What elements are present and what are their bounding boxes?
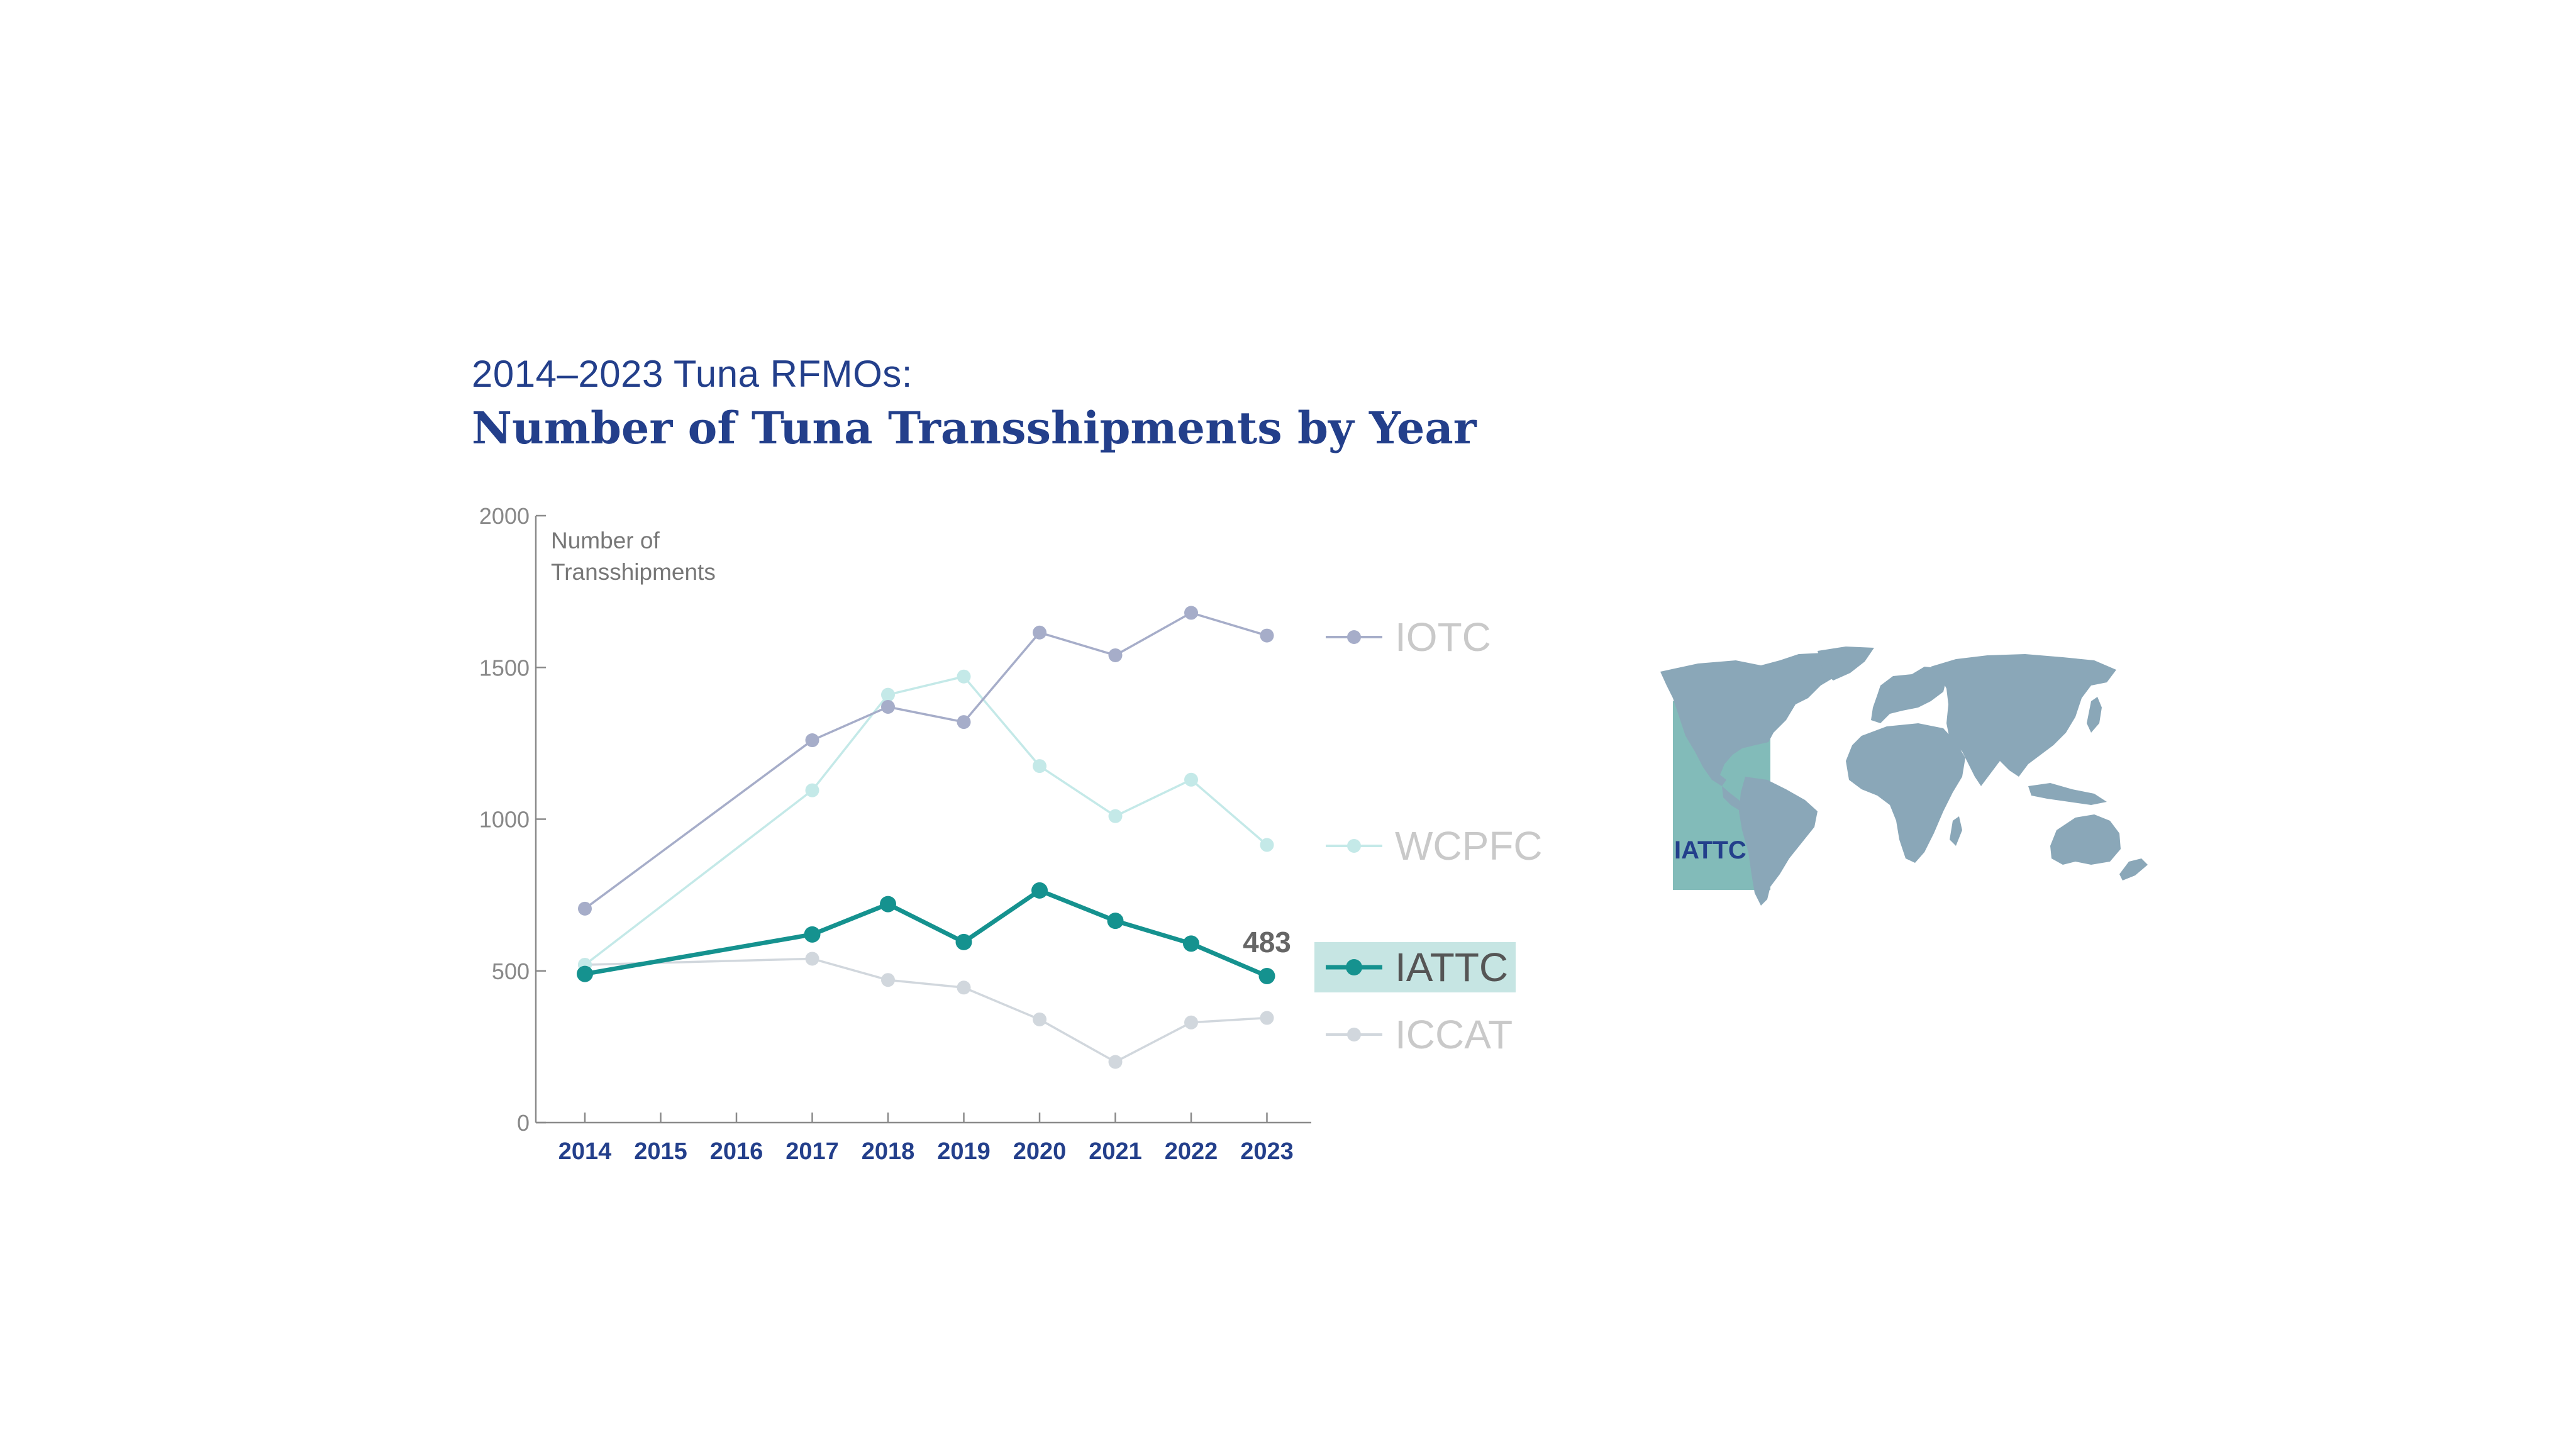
asia-shape bbox=[1931, 654, 2116, 786]
point-iccat-2022 bbox=[1184, 1015, 1198, 1030]
point-iattc-2014 bbox=[577, 965, 593, 982]
australia-shape bbox=[2050, 814, 2121, 865]
point-iccat-2017 bbox=[805, 952, 819, 966]
y-tick-label-0: 0 bbox=[517, 1110, 530, 1136]
x-tick-label-2023: 2023 bbox=[1240, 1138, 1294, 1165]
annotation-label-483: 483 bbox=[1243, 926, 1291, 958]
x-tick-label-2015: 2015 bbox=[634, 1138, 687, 1165]
legend-item-wcpfc: WCPFC bbox=[1326, 823, 1543, 869]
y-tick-label-500: 500 bbox=[492, 958, 530, 984]
point-wcpfc-2023 bbox=[1260, 838, 1274, 852]
x-tick-label-2019: 2019 bbox=[937, 1138, 991, 1165]
point-iotc-2023 bbox=[1260, 628, 1274, 643]
point-iccat-2021 bbox=[1108, 1055, 1123, 1069]
chart-title: Number of Tuna Transshipments by Year bbox=[472, 402, 1477, 454]
europe-shape bbox=[1871, 667, 1946, 723]
x-tick-label-2017: 2017 bbox=[786, 1138, 839, 1165]
point-iattc-2019 bbox=[955, 933, 972, 950]
point-iotc-2022 bbox=[1184, 606, 1198, 620]
africa-shape bbox=[1846, 723, 1965, 863]
chart-axes: 0 500 1000 1500 2000 2014 2015 2016 2017 2018 2019… bbox=[479, 503, 1311, 1165]
y-axis-label-line-2: Transshipments bbox=[551, 559, 716, 585]
point-wcpfc-2022 bbox=[1184, 772, 1198, 787]
point-iattc-2022 bbox=[1183, 935, 1199, 952]
x-tick-label-2018: 2018 bbox=[862, 1138, 915, 1165]
x-tick-label-2016: 2016 bbox=[710, 1138, 763, 1165]
central-america-shape bbox=[1722, 786, 1745, 811]
point-wcpfc-2019 bbox=[957, 669, 971, 684]
legend-marker-wcpfc bbox=[1347, 839, 1361, 853]
point-iotc-2020 bbox=[1033, 625, 1046, 640]
point-iccat-2023 bbox=[1260, 1011, 1274, 1025]
chart-subtitle: 2014–2023 Tuna RFMOs: bbox=[472, 353, 913, 395]
series-line-iattc bbox=[584, 888, 1268, 979]
point-wcpfc-2021 bbox=[1108, 809, 1123, 823]
legend-item-iotc: IOTC bbox=[1326, 614, 1491, 660]
series-line-iotc bbox=[584, 611, 1268, 910]
y-tick-label-1000: 1000 bbox=[479, 807, 530, 833]
chart-series bbox=[577, 606, 1275, 1069]
series-line-iccat bbox=[584, 957, 1267, 1063]
legend-label-iotc: IOTC bbox=[1395, 614, 1491, 660]
point-iccat-2019 bbox=[957, 980, 971, 995]
legend-label-wcpfc: WCPFC bbox=[1395, 823, 1543, 869]
point-iotc-2018 bbox=[881, 699, 895, 714]
new-zealand-shape bbox=[2119, 858, 2148, 880]
series-iattc bbox=[577, 882, 1275, 984]
greenland-shape bbox=[1818, 647, 1874, 680]
chart-header: 2014–2023 Tuna RFMOs: Number of Tuna Tra… bbox=[472, 352, 1477, 454]
point-iccat-2020 bbox=[1033, 1012, 1046, 1026]
north-america-shape bbox=[1660, 653, 1855, 786]
x-tick-label-2020: 2020 bbox=[1013, 1138, 1067, 1165]
point-iotc-2019 bbox=[957, 715, 971, 730]
legend-label-iccat: ICCAT bbox=[1395, 1012, 1513, 1057]
point-iotc-2014 bbox=[578, 901, 592, 916]
madagascar-shape bbox=[1950, 816, 1962, 846]
southeast-asia-islands-shape bbox=[2028, 783, 2107, 805]
point-iattc-2017 bbox=[804, 926, 821, 943]
series-iotc bbox=[578, 606, 1274, 916]
point-wcpfc-2020 bbox=[1033, 759, 1046, 774]
legend-marker-iotc bbox=[1347, 630, 1361, 644]
point-iotc-2017 bbox=[805, 733, 819, 748]
legend-item-iattc: IATTC bbox=[1314, 942, 1516, 992]
chart-legend: IOTC WCPFC IATTC ICCAT bbox=[1314, 614, 1543, 1057]
legend-marker-iccat bbox=[1347, 1028, 1361, 1041]
y-axis-label-line-1: Number of bbox=[551, 528, 660, 553]
legend-item-iccat: ICCAT bbox=[1326, 1012, 1513, 1057]
point-wcpfc-2018 bbox=[881, 687, 895, 702]
x-tick-label-2014: 2014 bbox=[558, 1138, 612, 1165]
x-tick-label-2021: 2021 bbox=[1089, 1138, 1142, 1165]
legend-marker-iattc bbox=[1346, 959, 1362, 975]
y-tick-label-2000: 2000 bbox=[479, 503, 530, 529]
map-region-label: IATTC bbox=[1674, 836, 1746, 864]
point-iattc-2020 bbox=[1031, 882, 1048, 899]
south-america-shape bbox=[1739, 777, 1818, 906]
point-iattc-2023 bbox=[1258, 967, 1275, 984]
point-iccat-2018 bbox=[881, 973, 895, 987]
point-iotc-2021 bbox=[1108, 648, 1123, 662]
point-iattc-2018 bbox=[880, 896, 896, 913]
point-wcpfc-2017 bbox=[805, 783, 819, 797]
y-tick-label-1500: 1500 bbox=[479, 655, 530, 680]
japan-shape bbox=[2087, 697, 2102, 733]
x-tick-label-2022: 2022 bbox=[1165, 1138, 1218, 1165]
legend-label-iattc: IATTC bbox=[1395, 945, 1508, 990]
point-iattc-2021 bbox=[1107, 913, 1124, 930]
series-line-wcpfc bbox=[584, 675, 1268, 966]
